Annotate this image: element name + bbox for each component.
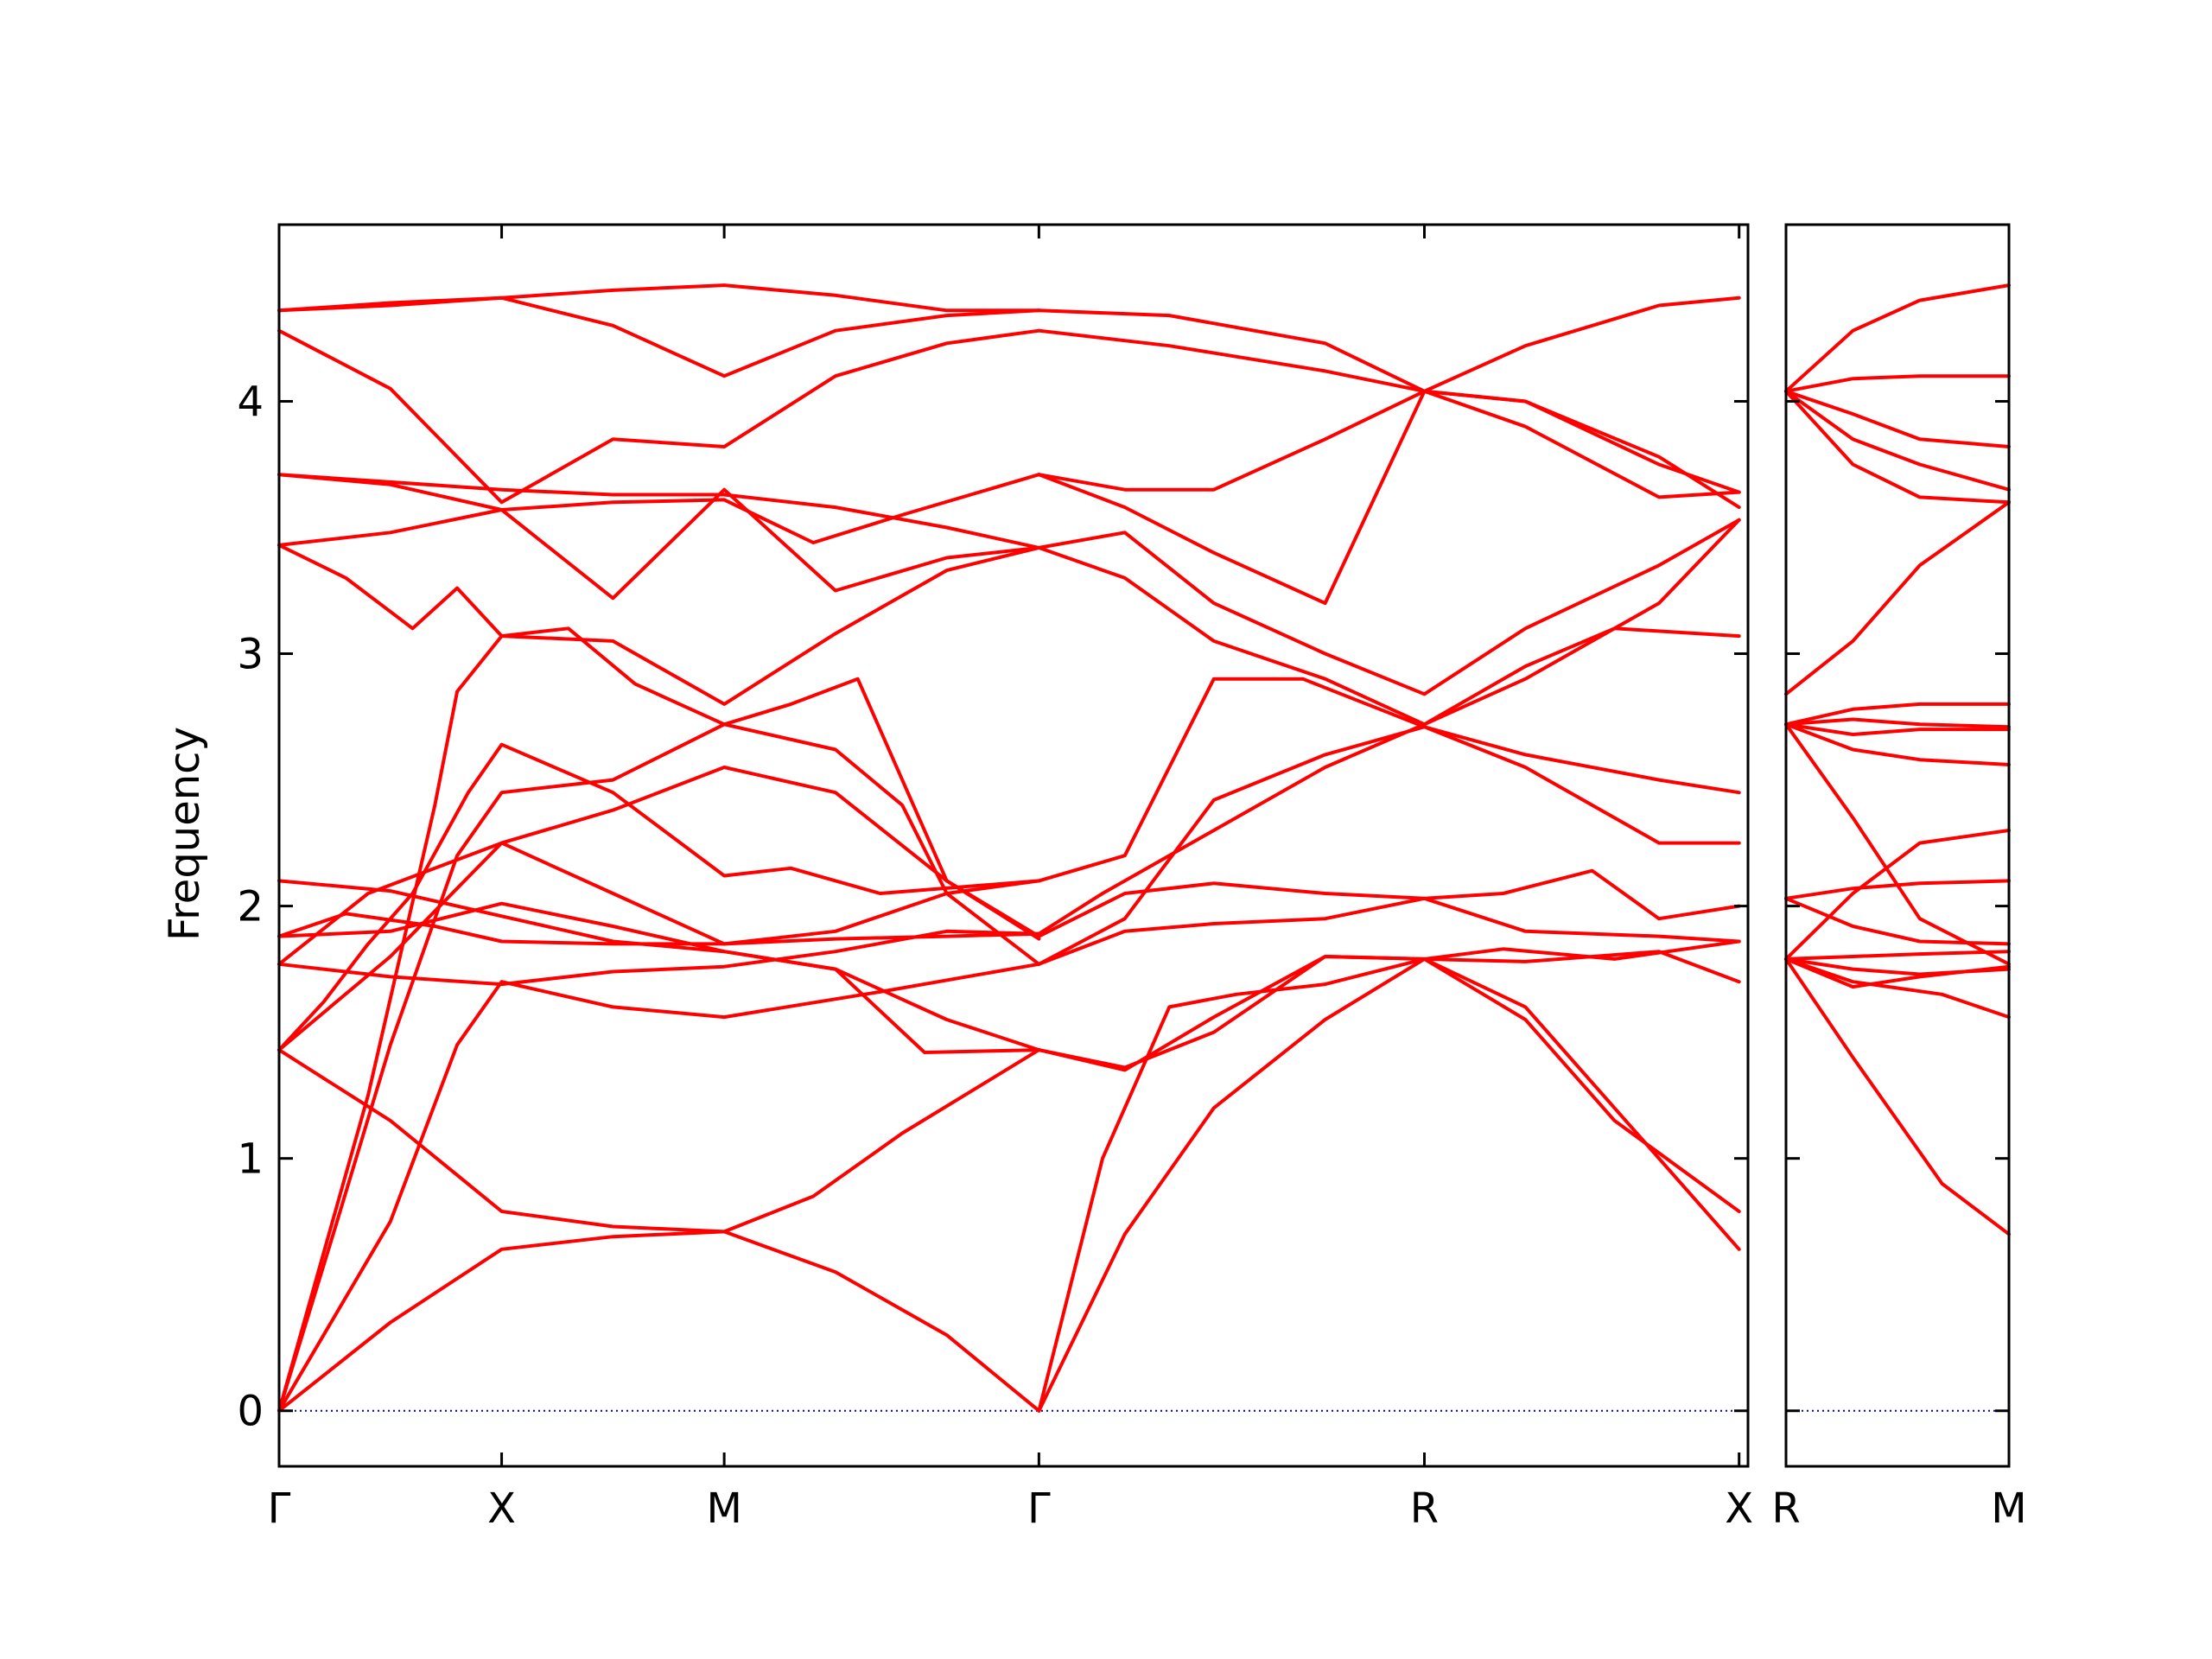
band-line-15 xyxy=(277,473,1041,550)
band-line-3 xyxy=(1784,389,2011,492)
band-line-31 xyxy=(1037,389,1741,606)
band-line-33 xyxy=(1037,308,1741,494)
band-line-6 xyxy=(1784,702,2011,727)
x-tick-label: M xyxy=(706,1484,741,1533)
band-line-16 xyxy=(277,328,1041,505)
x-tick-label: X xyxy=(487,1484,516,1533)
band-line-8 xyxy=(1784,722,2011,736)
band-line-6 xyxy=(277,929,1041,987)
band-line-13 xyxy=(277,473,1041,547)
band-line-24 xyxy=(1037,725,1741,966)
band-line-26 xyxy=(1037,626,1741,936)
y-axis-label: Frequency xyxy=(161,727,209,941)
band-line-18 xyxy=(1784,957,2011,1236)
band-line-28 xyxy=(1037,518,1741,696)
band-line-5 xyxy=(1784,500,2011,696)
band-line-30 xyxy=(1037,389,1741,499)
band-line-11 xyxy=(277,742,1041,1052)
band-line-12 xyxy=(1784,829,2011,961)
band-line-27 xyxy=(1037,677,1741,883)
y-tick-label: 4 xyxy=(237,378,264,426)
band-line-7 xyxy=(1784,717,2011,729)
x-tick-label: X xyxy=(1725,1484,1753,1533)
band-line-14 xyxy=(277,473,1041,601)
band-line-0 xyxy=(277,1230,1041,1413)
y-tick-label: 0 xyxy=(237,1388,264,1436)
band-line-2 xyxy=(1784,389,2011,448)
band-line-5 xyxy=(277,841,1041,966)
band-line-11 xyxy=(1784,879,2011,900)
band-line-16 xyxy=(1784,957,2011,989)
band-line-17 xyxy=(277,283,1041,313)
x-tick-label: R xyxy=(1771,1484,1800,1533)
band-line-19 xyxy=(1037,957,1741,1413)
y-tick-label: 1 xyxy=(237,1135,264,1184)
x-tick-label: R xyxy=(1410,1484,1439,1533)
band-line-23 xyxy=(1037,868,1741,966)
band-line-13 xyxy=(1784,896,2011,946)
band-line-8 xyxy=(277,912,1041,946)
band-line-17 xyxy=(1784,957,2011,1020)
band-line-29 xyxy=(1037,518,1741,727)
plot-frame xyxy=(277,223,1750,1468)
band-line-3 xyxy=(277,1048,1041,1234)
x-tick-label: Γ xyxy=(268,1484,291,1533)
band-line-2 xyxy=(277,722,1041,1413)
x-tick-label: Γ xyxy=(1027,1484,1051,1533)
band-line-14 xyxy=(1784,950,2011,961)
band-line-9 xyxy=(277,879,1041,1052)
band-line-21 xyxy=(1037,939,1741,1070)
band-line-0 xyxy=(1784,283,2011,393)
band-line-1 xyxy=(1784,374,2011,393)
band-line-10 xyxy=(277,626,1041,1413)
band-panel-main: 0 1 2 3 4 Γ X M Γ R X xyxy=(237,223,1753,1533)
band-line-4 xyxy=(1784,389,2011,505)
band-line-20 xyxy=(1037,957,1741,1413)
band-line-25 xyxy=(1037,881,1741,944)
band-line-22 xyxy=(1037,950,1741,1072)
band-line-18 xyxy=(277,296,1041,378)
band-line-4 xyxy=(277,766,1041,1052)
band-line-9 xyxy=(1784,722,2011,766)
band-line-7 xyxy=(277,901,1041,1054)
y-tick-label: 3 xyxy=(237,631,264,679)
x-tick-label: M xyxy=(1991,1484,2026,1533)
band-line-12 xyxy=(277,543,1041,706)
band-line-32 xyxy=(1037,296,1741,393)
y-tick-label: 2 xyxy=(237,883,264,931)
plot-frame xyxy=(1784,223,2011,1468)
band-line-1 xyxy=(277,962,1041,1413)
